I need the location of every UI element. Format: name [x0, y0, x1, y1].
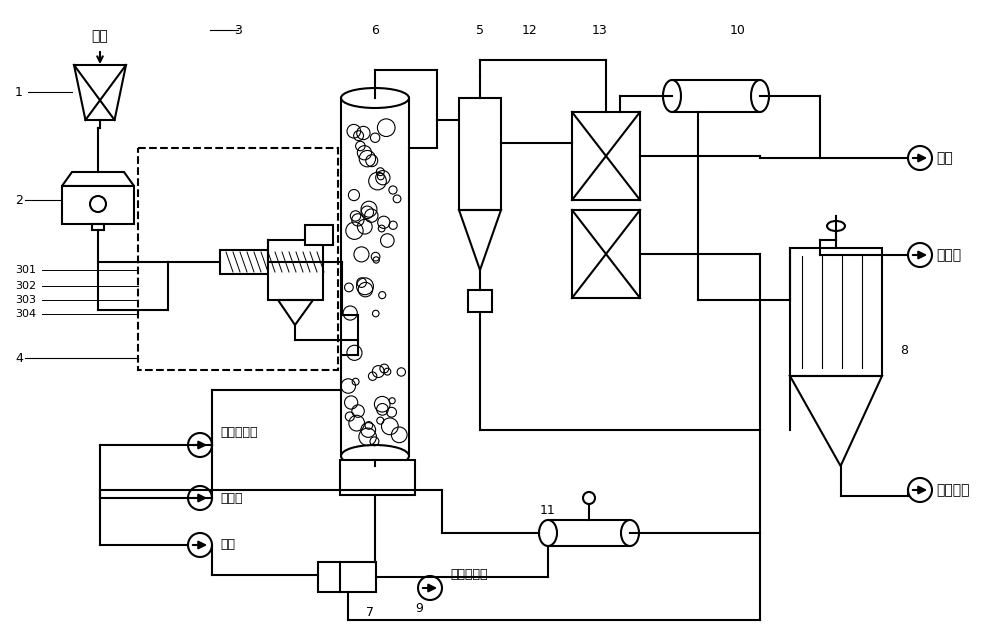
Text: 原料: 原料	[92, 29, 108, 43]
Bar	[572, 210, 640, 298]
Bar	[62, 186, 134, 224]
Ellipse shape	[341, 445, 409, 467]
Bar	[138, 148, 338, 370]
Text: 氧气: 氧气	[220, 538, 235, 552]
Text: 6: 6	[371, 24, 379, 37]
Text: 7: 7	[366, 606, 374, 619]
Bar	[305, 225, 333, 245]
Ellipse shape	[539, 520, 557, 546]
Text: 304: 304	[15, 309, 36, 319]
Text: 5: 5	[476, 24, 484, 37]
Bar	[318, 562, 376, 592]
Bar	[459, 98, 501, 210]
Text: 1: 1	[15, 86, 23, 98]
Text: 渣外运: 渣外运	[220, 491, 242, 505]
Bar	[220, 250, 320, 274]
Text: 9: 9	[415, 601, 423, 615]
Text: 301: 301	[15, 265, 36, 275]
Ellipse shape	[341, 88, 409, 108]
Ellipse shape	[663, 80, 681, 112]
Text: 蒸汽: 蒸汽	[936, 151, 953, 165]
Text: 合成气: 合成气	[936, 248, 961, 262]
Bar	[341, 98, 409, 456]
Bar	[468, 290, 492, 312]
Text: 脱盐水进水: 脱盐水进水	[450, 568, 488, 581]
Ellipse shape	[827, 221, 845, 231]
Text: 302: 302	[15, 281, 36, 291]
Text: 2: 2	[15, 194, 23, 206]
Bar	[572, 112, 640, 200]
Ellipse shape	[621, 520, 639, 546]
Bar	[790, 248, 882, 376]
Text: 飞灰外运: 飞灰外运	[936, 483, 970, 497]
Ellipse shape	[751, 80, 769, 112]
Bar	[672, 80, 760, 112]
Text: 4: 4	[15, 352, 23, 365]
Text: 11: 11	[540, 503, 556, 516]
Text: 10: 10	[730, 24, 746, 37]
Text: 303: 303	[15, 295, 36, 305]
Text: 3: 3	[234, 24, 242, 37]
Text: 13: 13	[592, 24, 608, 37]
Bar	[268, 240, 323, 300]
Text: 12: 12	[522, 24, 538, 37]
Text: 8: 8	[900, 343, 908, 356]
Bar	[340, 460, 415, 495]
Text: 脱盐水进水: 脱盐水进水	[220, 426, 258, 439]
Bar	[548, 520, 630, 546]
